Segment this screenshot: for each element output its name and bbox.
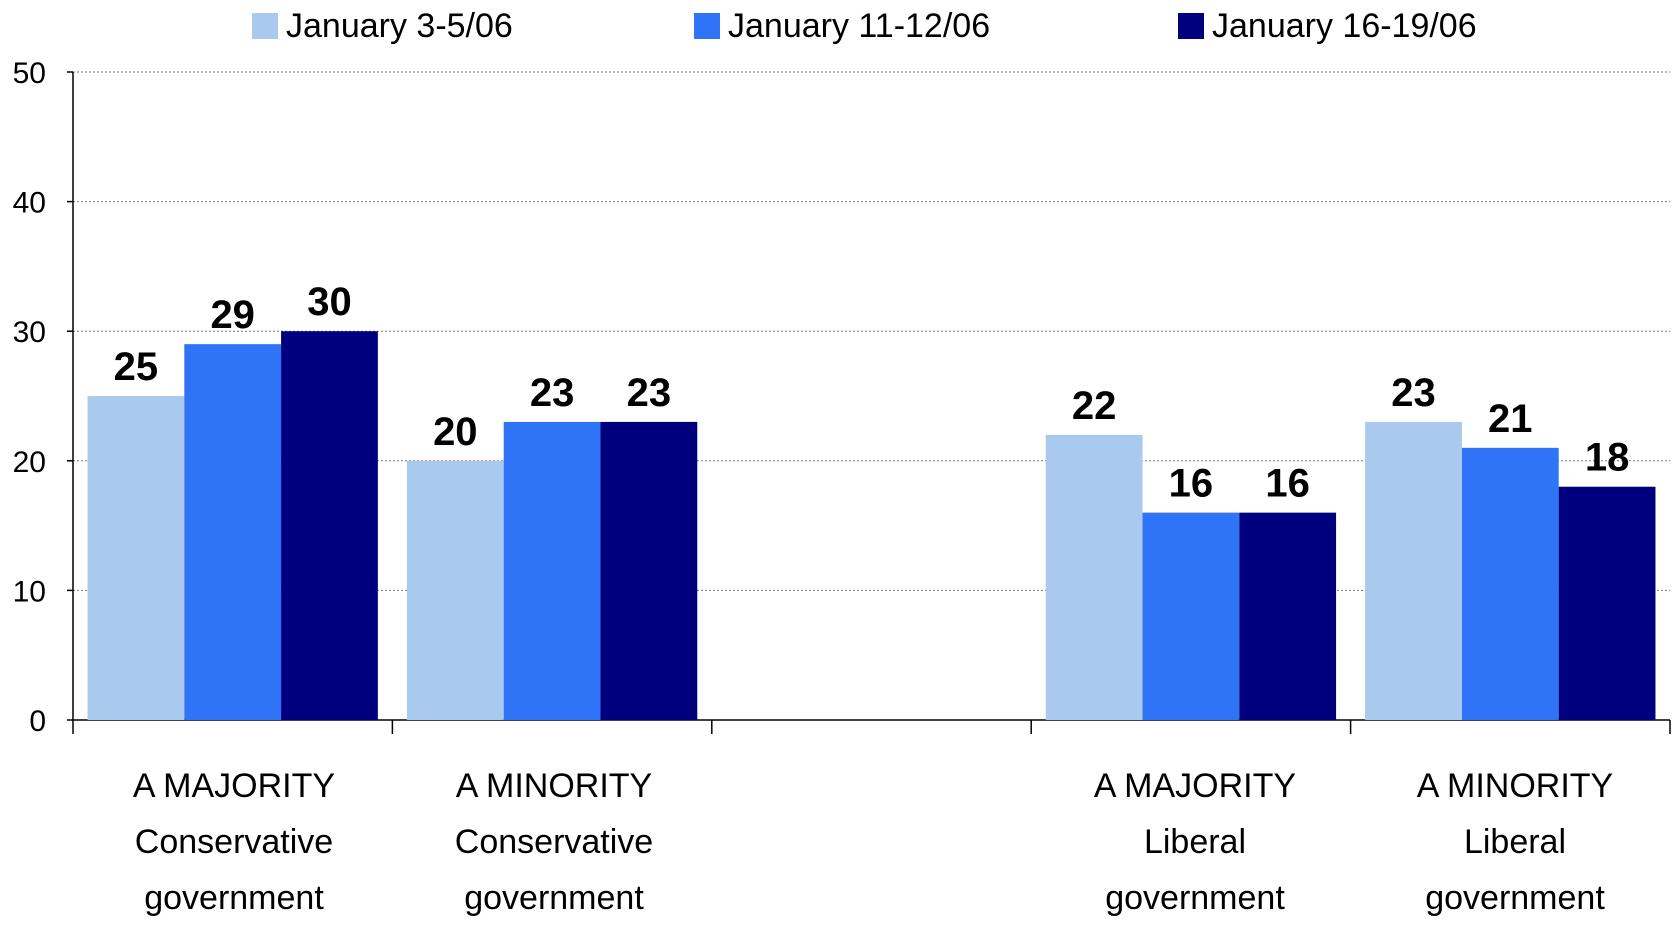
category-label-1: A MAJORITY Conservative government <box>84 758 384 926</box>
legend: January 3-5/06 January 11-12/06 January … <box>0 4 1677 48</box>
bar <box>1558 486 1656 720</box>
legend-item-series-2: January 11-12/06 <box>694 4 990 48</box>
bar <box>503 421 601 720</box>
bar <box>184 344 282 720</box>
legend-label-series-2: January 11-12/06 <box>728 6 991 45</box>
bar <box>1365 421 1462 720</box>
data-label: 29 <box>210 293 255 337</box>
legend-label-series-1: January 3-5/06 <box>286 6 513 45</box>
data-label: 21 <box>1488 397 1533 441</box>
legend-swatch-series-3 <box>1178 13 1204 39</box>
bar <box>1239 512 1337 720</box>
y-tick-label: 30 <box>13 316 46 349</box>
data-label: 22 <box>1072 384 1117 428</box>
y-tick-label: 40 <box>13 187 46 220</box>
bar <box>1461 447 1559 720</box>
data-label: 16 <box>1169 462 1214 506</box>
data-label: 23 <box>627 371 672 415</box>
category-label-2-line-3: government <box>464 879 644 917</box>
y-tick-label: 20 <box>13 446 46 479</box>
y-tick-label: 50 <box>13 57 46 90</box>
bar <box>1142 512 1240 720</box>
bar <box>1045 434 1143 720</box>
y-tick-label: 10 <box>13 575 46 608</box>
category-label-1-line-1: A MAJORITY <box>132 767 336 805</box>
legend-label-series-3: January 16-19/06 <box>1212 6 1477 45</box>
category-label-1-line-3: government <box>144 879 324 917</box>
category-label-5: A MINORITY Liberal government <box>1365 758 1665 926</box>
bar <box>600 421 698 720</box>
category-label-5-line-3: government <box>1425 879 1605 917</box>
y-tick-label: 0 <box>29 705 46 738</box>
category-label-4: A MAJORITY Liberal government <box>1045 758 1345 926</box>
legend-swatch-series-1 <box>252 13 278 39</box>
category-label-2-line-2: Conservative <box>454 823 654 861</box>
category-label-2: A MINORITY Conservative government <box>404 758 704 926</box>
category-label-1-line-2: Conservative <box>134 823 334 861</box>
data-label: 25 <box>114 345 159 389</box>
data-label: 23 <box>530 371 575 415</box>
data-label: 18 <box>1585 436 1630 480</box>
data-label: 20 <box>433 410 478 454</box>
bar <box>281 331 378 720</box>
category-label-4-line-1: A MAJORITY <box>1093 767 1297 805</box>
category-label-2-line-1: A MINORITY <box>455 767 653 805</box>
data-label: 16 <box>1265 462 1310 506</box>
legend-swatch-series-2 <box>694 13 720 39</box>
bar <box>87 396 185 720</box>
legend-item-series-1: January 3-5/06 <box>252 4 513 48</box>
category-label-5-line-1: A MINORITY <box>1416 767 1614 805</box>
legend-item-series-3: January 16-19/06 <box>1178 4 1477 48</box>
bar <box>406 460 504 720</box>
category-label-4-line-2: Liberal <box>1143 823 1247 861</box>
category-label-5-line-2: Liberal <box>1463 823 1567 861</box>
data-label: 23 <box>1391 371 1436 415</box>
data-label: 30 <box>307 280 352 324</box>
category-label-4-line-3: government <box>1105 879 1285 917</box>
